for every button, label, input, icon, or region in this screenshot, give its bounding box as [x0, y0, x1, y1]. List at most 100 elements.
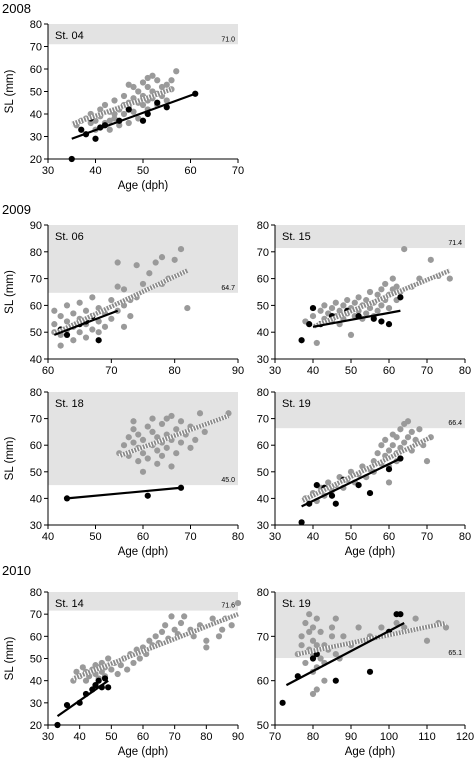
reference-value-label: 64.7 — [221, 285, 235, 292]
grey-data-point — [385, 447, 393, 454]
grey-data-point — [423, 458, 431, 465]
grey-data-point — [135, 458, 142, 465]
grey-data-point — [340, 302, 347, 309]
grey-data-point — [116, 122, 123, 129]
y-tick-label: 80 — [257, 387, 269, 399]
black-data-point — [397, 611, 404, 618]
x-tick-label: 80 — [307, 731, 319, 743]
grey-data-point — [309, 690, 317, 698]
black-data-point — [95, 677, 102, 684]
x-tick-label: 30 — [269, 365, 281, 377]
grey-data-point — [154, 77, 161, 84]
grey-data-point — [154, 460, 161, 467]
y-tick-label: 60 — [257, 676, 269, 688]
black-fit-line — [301, 457, 401, 508]
grey-data-point — [139, 436, 147, 443]
reference-band — [48, 592, 238, 611]
black-data-point — [313, 482, 320, 489]
station-label: St. 18 — [55, 398, 84, 410]
grey-data-point — [120, 323, 128, 330]
black-data-point — [332, 677, 339, 684]
black-data-point — [370, 315, 377, 322]
grey-data-point — [152, 259, 159, 266]
grey-data-point — [105, 655, 112, 662]
black-data-point — [63, 701, 71, 709]
y-tick-label: 60 — [30, 300, 42, 312]
y-tick-label: 70 — [30, 414, 42, 426]
black-data-point — [63, 331, 71, 338]
x-tick-label: 40 — [307, 365, 319, 377]
station-label: St. 06 — [55, 231, 84, 243]
grey-data-point — [355, 294, 362, 301]
black-data-point — [298, 519, 305, 526]
grey-data-point — [168, 613, 175, 620]
grey-data-point — [374, 307, 381, 314]
grey-data-point — [366, 304, 374, 312]
black-data-point — [309, 304, 317, 312]
grey-data-point — [321, 677, 328, 684]
grey-data-point — [298, 642, 305, 649]
y-tick-label: 70 — [30, 274, 42, 286]
grey-data-point — [423, 637, 431, 644]
grey-data-point — [162, 622, 169, 629]
grey-data-point — [215, 633, 223, 640]
grey-data-point — [374, 291, 381, 298]
grey-data-point — [177, 439, 185, 446]
grey-data-point — [184, 304, 191, 312]
grey-data-point — [378, 624, 385, 631]
grey-data-point — [114, 670, 121, 678]
grey-data-point — [321, 302, 328, 309]
x-tick-label: 60 — [184, 165, 196, 177]
y-tick-label: 60 — [30, 64, 42, 76]
grey-data-point — [120, 286, 128, 293]
grey-data-point — [416, 426, 423, 433]
y-tick-label: 30 — [30, 132, 42, 144]
x-tick-label: 60 — [383, 531, 395, 543]
black-data-point — [92, 135, 99, 142]
x-tick-label: 40 — [307, 531, 319, 543]
year-label-2010: 2010 — [2, 563, 31, 578]
grey-data-point — [101, 323, 109, 330]
grey-data-point — [374, 450, 381, 457]
grey-data-point — [408, 428, 415, 435]
black-data-point — [279, 699, 286, 706]
year-label-2009: 2009 — [2, 202, 31, 217]
grey-data-point — [446, 275, 453, 282]
grey-data-point — [219, 626, 226, 633]
station-label: St. 14 — [55, 598, 84, 610]
grey-data-point — [344, 296, 351, 304]
y-tick-label: 80 — [30, 19, 42, 31]
grey-data-point — [317, 628, 324, 636]
grey-data-point — [168, 77, 175, 84]
grey-data-point — [351, 299, 358, 306]
x-axis-label: Age (dph) — [118, 546, 169, 558]
y-tick-label: 30 — [30, 698, 42, 710]
grey-data-point — [401, 439, 408, 446]
grey-data-point — [111, 97, 118, 104]
grey-data-point — [203, 637, 210, 644]
grey-data-point — [130, 108, 137, 115]
y-tick-label: 50 — [30, 87, 42, 99]
y-tick-label: 40 — [257, 493, 269, 505]
grey-data-point — [63, 302, 71, 309]
grey-data-point — [89, 294, 96, 301]
grey-data-point — [389, 275, 396, 282]
x-tick-label: 50 — [137, 165, 149, 177]
grey-fit-line-hatch — [118, 413, 230, 458]
black-data-point — [101, 675, 109, 682]
reference-band — [275, 392, 465, 429]
grey-data-point — [89, 326, 96, 333]
grey-data-point — [146, 637, 153, 644]
black-fit-line — [312, 309, 401, 328]
reference-value-label: 65.1 — [448, 650, 462, 657]
grey-data-point — [130, 83, 137, 91]
reference-band — [48, 24, 238, 45]
grey-fit-line-hatch — [53, 268, 189, 336]
black-data-point — [306, 321, 313, 328]
grey-data-point — [401, 624, 408, 631]
grey-data-point — [328, 624, 336, 631]
grey-data-point — [328, 633, 336, 640]
grey-data-point — [82, 677, 90, 684]
grey-data-point — [378, 286, 385, 293]
black-data-point — [92, 682, 99, 689]
